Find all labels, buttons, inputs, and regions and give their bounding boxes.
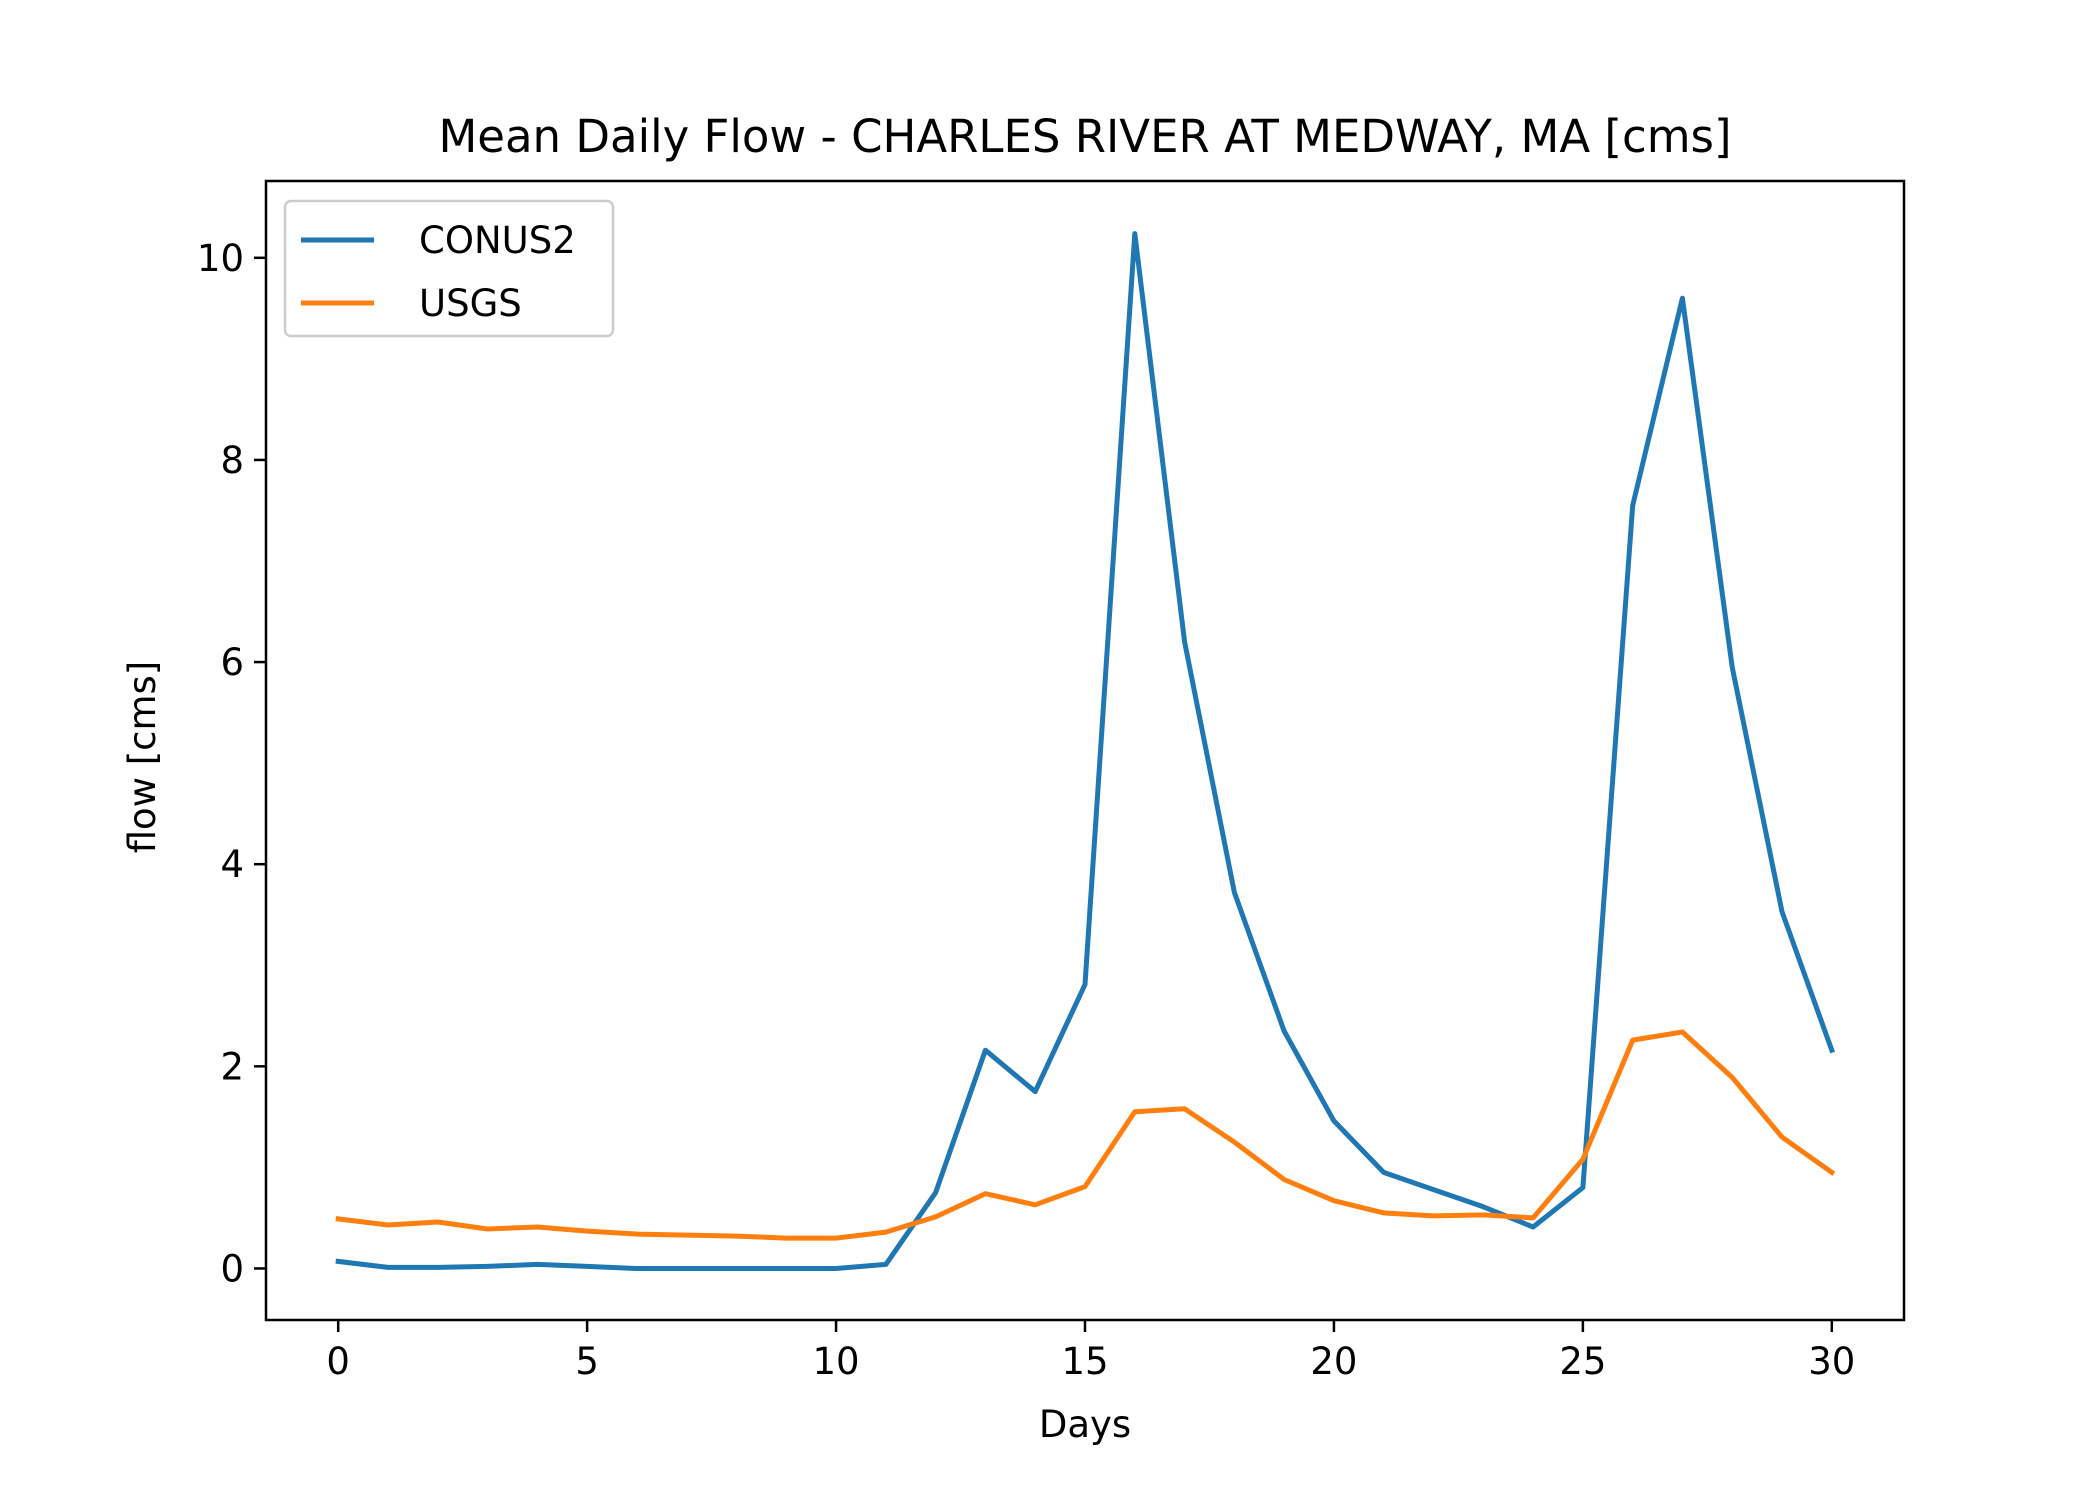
x-tick-label: 25: [1559, 1340, 1606, 1383]
x-tick-label: 0: [326, 1340, 350, 1383]
legend: CONUS2 USGS: [283, 199, 615, 338]
series-line-usgs: [335, 1029, 1836, 1241]
x-axis-label: Days: [1039, 1403, 1131, 1446]
x-tick-label: 15: [1061, 1340, 1108, 1383]
y-tick-label: 2: [220, 1045, 244, 1088]
axis-ticks: 0 5 10 15 20 25 30 0 2 4 6 8 10: [197, 237, 1855, 1383]
y-tick-label: 8: [220, 439, 244, 482]
legend-label-usgs: USGS: [419, 282, 522, 325]
y-tick-label: 6: [220, 641, 244, 684]
series-line-conus2: [335, 231, 1835, 1271]
y-axis-label: flow [cms]: [121, 661, 164, 854]
y-tick-label: 10: [197, 237, 244, 280]
x-tick-label: 10: [813, 1340, 860, 1383]
chart-title: Mean Daily Flow - CHARLES RIVER AT MEDWA…: [438, 110, 1731, 163]
legend-label-conus2: CONUS2: [419, 219, 576, 262]
x-tick-label: 5: [575, 1340, 599, 1383]
y-tick-label: 4: [220, 843, 244, 886]
x-tick-label: 20: [1310, 1340, 1357, 1383]
y-tick-label: 0: [220, 1247, 244, 1290]
x-tick-label: 30: [1808, 1340, 1855, 1383]
